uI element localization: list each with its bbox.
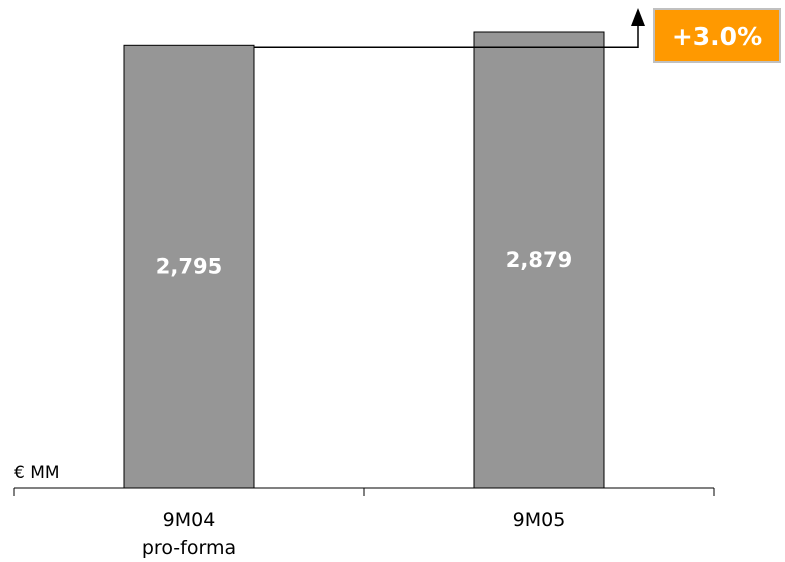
bar-value-label-0: 2,795	[156, 255, 222, 279]
growth-arrowhead	[631, 8, 645, 26]
growth-connector-line	[254, 24, 639, 49]
category-label-1: 9M05	[513, 509, 566, 531]
bar-value-label-1: 2,879	[506, 248, 572, 272]
growth-badge	[653, 8, 781, 63]
bar-1	[473, 31, 605, 489]
bar-0	[123, 44, 255, 489]
category-labels-group: 9M04 pro-forma 9M05	[142, 509, 565, 559]
value-labels-group: 2,795 2,879	[156, 248, 572, 279]
category-label-line: pro-forma	[142, 537, 236, 559]
unit-label: € MM	[14, 463, 60, 483]
category-label-line: 9M04	[163, 509, 216, 531]
growth-badge-text: +3.0%	[672, 22, 762, 51]
x-axis-ticks	[13, 488, 715, 496]
category-label-line: 9M05	[513, 509, 566, 531]
category-label-0: 9M04 pro-forma	[142, 509, 236, 559]
bars-group	[123, 31, 605, 489]
